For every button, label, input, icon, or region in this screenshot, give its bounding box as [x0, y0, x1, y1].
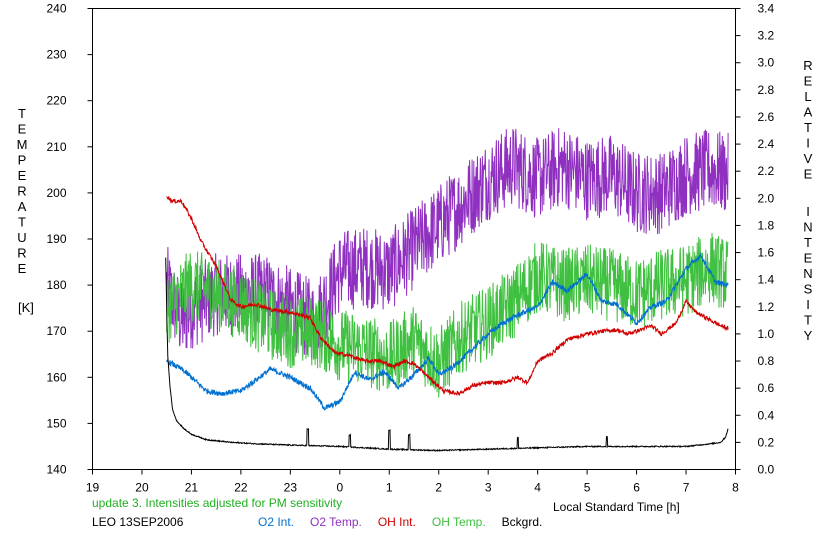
y-left-label-letter: P [18, 153, 27, 168]
y-left-tick-label: 200 [46, 186, 66, 200]
y-right-tick-label: 2.6 [758, 110, 775, 124]
y-right-tick-label: 0.4 [758, 408, 775, 422]
x-axis-label: Local Standard Time [h] [553, 500, 680, 514]
y-right-tick-label: 0.0 [758, 463, 775, 477]
y-right-label-letter: E [804, 251, 813, 266]
legend-entry: OH Int. [377, 515, 416, 529]
station-label: LEO 13SEP2006 [92, 515, 184, 529]
x-tick-label: 7 [683, 481, 690, 495]
series-lines [165, 128, 729, 452]
y-left-label-letter: E [18, 122, 27, 137]
x-tick-label: 19 [86, 481, 100, 495]
y-left-label-letter: U [17, 230, 26, 245]
series-line-bckgrd [165, 257, 729, 452]
y-left-tick-label: 220 [46, 94, 66, 108]
y-left-label-letter: A [18, 199, 27, 214]
series-line-oh-int [166, 196, 729, 397]
y-left-label-letter: T [18, 106, 26, 121]
legend-entry: OH Temp. [431, 515, 486, 529]
y-right-label-letter: E [804, 74, 813, 89]
y-left-unit: [K] [18, 300, 34, 315]
y-right-tick-label: 2.4 [758, 137, 775, 151]
y-left-tick-label: 150 [46, 416, 66, 430]
y-right-tick-label: 2.8 [758, 83, 775, 97]
legend: O2 Int. O2 Temp. OH Int. OH Temp. Bckgrd. [258, 515, 542, 529]
axis-ticks: 19 20 21 22 23 0 1 2 3 4 5 6 7 8140150160170180190200… [46, 2, 774, 495]
y-right-label-letter: R [803, 58, 812, 73]
y-right-label-letter: I [806, 297, 810, 312]
y-right-tick-label: 1.6 [758, 246, 775, 260]
y-right-label-letter: I [806, 204, 810, 219]
y-right-label-letter: T [804, 313, 812, 328]
y-left-label-letter: E [18, 261, 27, 276]
x-tick-label: 3 [485, 481, 492, 495]
x-tick-label: 1 [386, 481, 393, 495]
x-tick-label: 5 [584, 481, 591, 495]
x-tick-label: 6 [633, 481, 640, 495]
x-tick-label: 21 [185, 481, 199, 495]
y-right-tick-label: 0.2 [758, 435, 775, 449]
x-tick-label: 22 [234, 481, 248, 495]
series-line-o2-int [166, 252, 729, 411]
y-right-tick-label: 2.0 [758, 191, 775, 205]
footer-note: update 3. Intensities adjusted for PM se… [92, 496, 343, 510]
y-right-tick-label: 0.8 [758, 354, 775, 368]
y-left-label-letter: M [17, 137, 28, 152]
y-right-label-letter: T [804, 120, 812, 135]
y-left-tick-label: 140 [46, 463, 66, 477]
y-right-tick-label: 1.4 [758, 273, 775, 287]
y-right-label-letter: I [806, 136, 810, 151]
y-left-tick-label: 210 [46, 140, 66, 154]
legend-entry: O2 Int. [258, 515, 295, 529]
y-right-tick-label: 1.8 [758, 218, 775, 232]
y-right-tick-label: 3.0 [758, 56, 775, 70]
y-left-label-letter: R [17, 246, 26, 261]
y-right-label-letter: N [803, 220, 812, 235]
y-left-tick-label: 170 [46, 324, 66, 338]
y-right-label-letter: N [803, 266, 812, 281]
x-tick-label: 20 [135, 481, 149, 495]
y-right-label-letter: L [804, 89, 811, 104]
x-tick-label: 4 [534, 481, 541, 495]
y-left-label-letter: E [18, 168, 27, 183]
y-right-tick-label: 1.0 [758, 327, 775, 341]
y-right-tick-label: 3.2 [758, 29, 775, 43]
y-left-label-letter: T [18, 215, 26, 230]
y-right-label-letter: E [804, 167, 813, 182]
y-right-tick-label: 1.2 [758, 300, 775, 314]
x-tick-label: 0 [336, 481, 343, 495]
legend-entry: Bckgrd. [501, 515, 543, 529]
y-right-label-letter: S [804, 282, 813, 297]
y-left-tick-label: 190 [46, 232, 66, 246]
y-left-tick-label: 180 [46, 278, 66, 292]
y-right-tick-label: 3.4 [758, 2, 775, 16]
legend-entry: O2 Temp. [310, 515, 362, 529]
series-line-oh-temp [166, 232, 729, 398]
y-left-tick-label: 240 [46, 2, 66, 16]
y-right-label-letter: T [804, 235, 812, 250]
x-tick-label: 23 [284, 481, 298, 495]
y-right-label-letter: A [804, 105, 813, 120]
y-left-tick-label: 160 [46, 370, 66, 384]
y-left-label-letter: R [17, 184, 26, 199]
y-right-label-letter: Y [804, 328, 813, 343]
y-right-tick-label: 0.6 [758, 381, 775, 395]
y-right-label-letter: V [804, 151, 813, 166]
y-right-tick-label: 2.2 [758, 164, 775, 178]
x-tick-label: 8 [732, 481, 739, 495]
x-tick-label: 2 [435, 481, 442, 495]
y-left-tick-label: 230 [46, 48, 66, 62]
